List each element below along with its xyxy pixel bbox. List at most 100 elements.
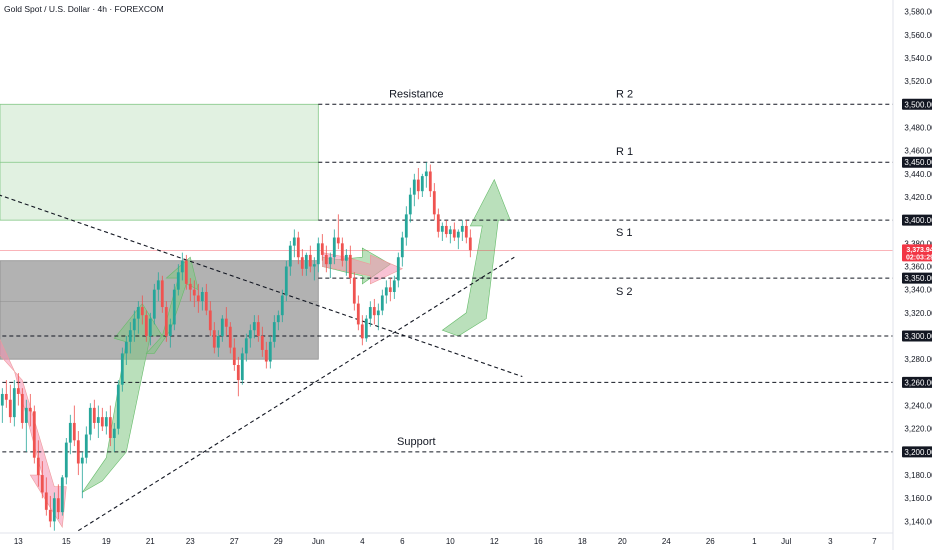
candle[interactable]	[376, 303, 380, 331]
candle[interactable]	[372, 298, 376, 325]
candle[interactable]	[300, 249, 304, 276]
candle[interactable]	[440, 222, 444, 242]
candle[interactable]	[96, 405, 100, 438]
price-axis[interactable]: 3,580.00 3,560.00 3,540.00 3,520.00 3,500.00…	[902, 8, 932, 527]
candle[interactable]	[428, 164, 432, 197]
candle[interactable]	[144, 310, 148, 342]
candle[interactable]	[232, 338, 236, 371]
candle[interactable]	[20, 388, 24, 429]
candle[interactable]	[380, 289, 384, 316]
candle[interactable]	[424, 162, 428, 188]
candle[interactable]	[340, 237, 344, 267]
candle[interactable]	[40, 461, 44, 499]
candle[interactable]	[48, 495, 52, 528]
candle[interactable]	[344, 249, 348, 276]
candle[interactable]	[328, 252, 332, 279]
candle[interactable]	[180, 252, 184, 281]
candle[interactable]	[24, 399, 28, 452]
candle[interactable]	[156, 272, 160, 302]
candle[interactable]	[72, 405, 76, 447]
candle[interactable]	[88, 403, 92, 441]
candle[interactable]	[0, 388, 4, 423]
candle[interactable]	[364, 315, 368, 342]
candle[interactable]	[384, 280, 388, 304]
candle[interactable]	[396, 252, 400, 288]
candle[interactable]	[280, 289, 284, 323]
candle[interactable]	[464, 220, 468, 244]
candle[interactable]	[272, 315, 276, 348]
candle[interactable]	[284, 260, 288, 302]
candle[interactable]	[212, 322, 216, 354]
candle[interactable]	[188, 278, 192, 302]
candle[interactable]	[356, 295, 360, 331]
candle[interactable]	[8, 384, 12, 423]
candle[interactable]	[36, 440, 40, 487]
candle[interactable]	[360, 315, 364, 346]
candle[interactable]	[44, 477, 48, 516]
candle[interactable]	[436, 208, 440, 238]
candle[interactable]	[64, 437, 68, 485]
candle[interactable]	[128, 322, 132, 354]
candle[interactable]	[192, 280, 196, 308]
candle[interactable]	[100, 407, 104, 432]
candle[interactable]	[348, 245, 352, 284]
candle[interactable]	[304, 252, 308, 276]
candle[interactable]	[296, 231, 300, 265]
candle[interactable]	[196, 283, 200, 313]
candle[interactable]	[248, 324, 252, 348]
candle[interactable]	[80, 451, 84, 499]
candle[interactable]	[84, 426, 88, 464]
candle[interactable]	[292, 229, 296, 258]
candle[interactable]	[256, 315, 260, 342]
candle[interactable]	[408, 187, 412, 223]
candle[interactable]	[32, 405, 36, 464]
candle[interactable]	[324, 245, 328, 273]
candle[interactable]	[148, 312, 152, 346]
candle[interactable]	[352, 272, 356, 311]
candle[interactable]	[172, 283, 176, 331]
candle[interactable]	[412, 173, 416, 207]
candle[interactable]	[112, 422, 116, 452]
candle[interactable]	[68, 414, 72, 455]
candle[interactable]	[28, 393, 32, 427]
candle[interactable]	[228, 322, 232, 354]
candle[interactable]	[432, 183, 436, 221]
candle[interactable]	[108, 405, 112, 447]
candle[interactable]	[164, 301, 168, 342]
candle[interactable]	[400, 231, 404, 267]
candle[interactable]	[92, 399, 96, 429]
candle[interactable]	[132, 310, 136, 342]
candle[interactable]	[240, 347, 244, 385]
candle[interactable]	[276, 310, 280, 331]
candle[interactable]	[56, 484, 60, 520]
candle[interactable]	[420, 173, 424, 197]
candle[interactable]	[52, 492, 56, 531]
candle[interactable]	[204, 283, 208, 316]
candle[interactable]	[176, 264, 180, 296]
candle[interactable]	[336, 214, 340, 250]
candle[interactable]	[444, 220, 448, 238]
candle[interactable]	[448, 225, 452, 244]
candle[interactable]	[236, 356, 240, 397]
candle[interactable]	[308, 245, 312, 273]
current-price-badge[interactable]	[902, 244, 932, 262]
candle[interactable]	[268, 336, 272, 369]
candle[interactable]	[316, 237, 320, 273]
candle[interactable]	[140, 295, 144, 325]
time-axis[interactable]: 13 15 19 21 23 27 29 Jun 4 6 10 12 16 18 20 24 26 1 Jul 3 7	[14, 537, 877, 546]
candle[interactable]	[460, 220, 464, 242]
candle[interactable]	[216, 330, 220, 357]
candle[interactable]	[260, 326, 264, 357]
candle[interactable]	[16, 373, 20, 406]
candle[interactable]	[388, 278, 392, 302]
candle[interactable]	[404, 206, 408, 246]
candle[interactable]	[332, 229, 336, 265]
candle[interactable]	[368, 301, 372, 327]
candle[interactable]	[392, 275, 396, 299]
candle[interactable]	[168, 318, 172, 348]
candle[interactable]	[12, 380, 16, 427]
candles-layer[interactable]	[0, 162, 472, 531]
candle[interactable]	[4, 380, 8, 408]
candle[interactable]	[184, 254, 188, 290]
candle[interactable]	[120, 347, 124, 392]
